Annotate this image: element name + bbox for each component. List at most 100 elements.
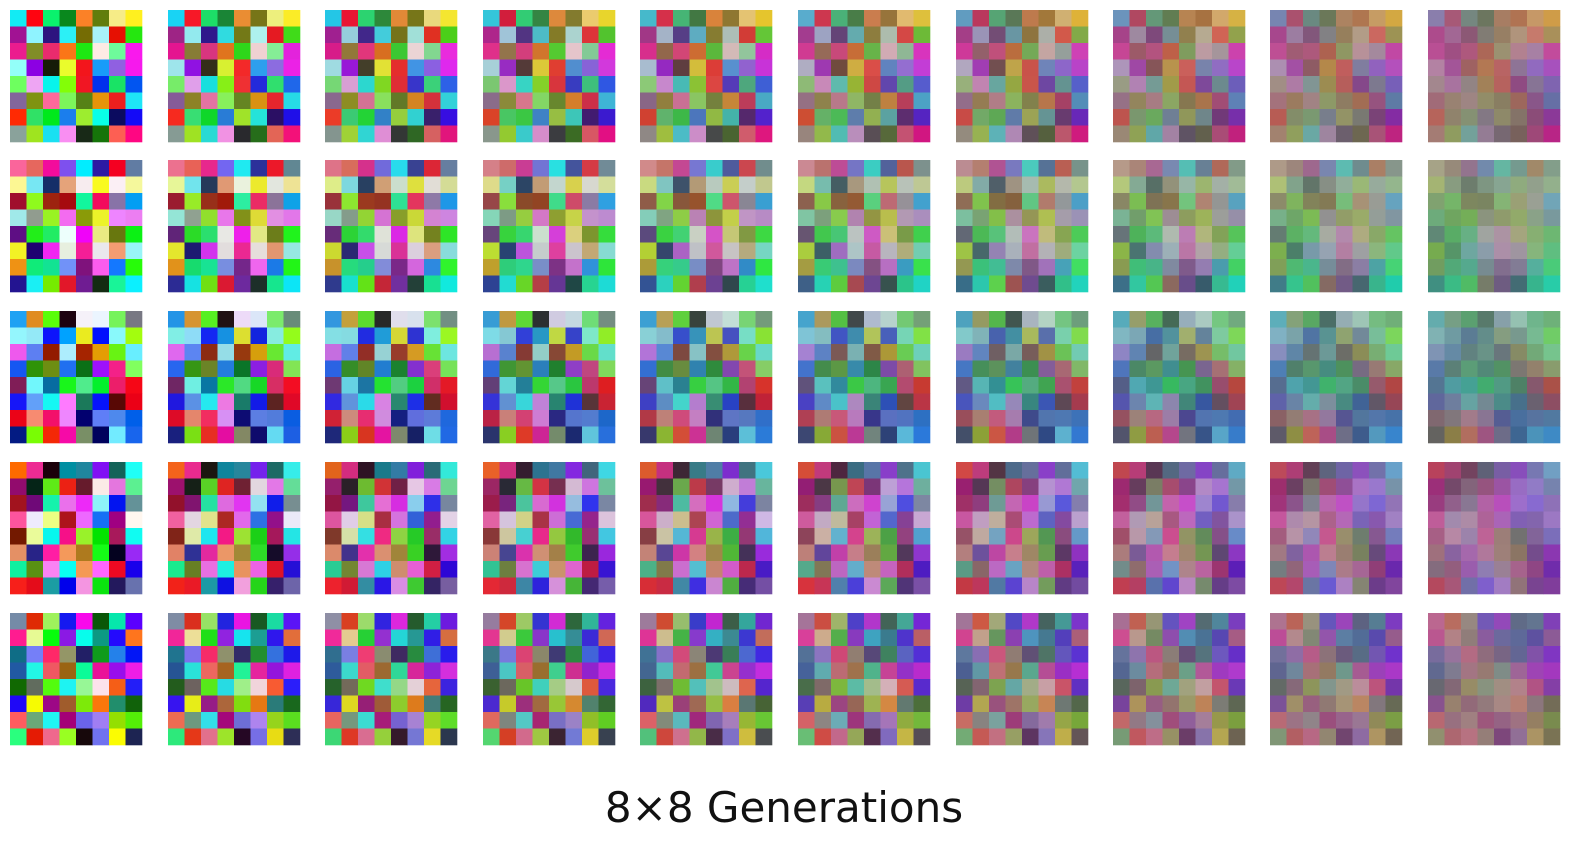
pixel <box>201 478 218 496</box>
pixel <box>1510 176 1528 194</box>
pixel <box>109 577 126 595</box>
pixel <box>1543 209 1561 227</box>
pixel <box>1228 226 1246 243</box>
pixel <box>483 462 500 479</box>
pixel <box>26 495 44 512</box>
pixel <box>582 646 599 663</box>
pixel <box>499 327 517 345</box>
pixel <box>43 377 60 394</box>
pixel <box>722 92 740 110</box>
pixel <box>1286 226 1304 243</box>
pixel <box>582 679 599 696</box>
pixel <box>814 377 832 394</box>
pixel <box>1303 544 1320 562</box>
pixel <box>864 679 881 696</box>
pixel <box>1527 511 1544 529</box>
pixel <box>814 311 832 328</box>
pixel <box>673 26 690 44</box>
pixel <box>913 577 931 595</box>
pixel <box>956 344 973 361</box>
pixel <box>640 125 657 143</box>
pixel <box>739 275 756 293</box>
pixel <box>582 462 599 479</box>
pixel <box>1319 125 1337 143</box>
pixel <box>1543 695 1561 713</box>
pixel <box>201 511 218 529</box>
pixel <box>250 259 268 276</box>
pixel <box>1146 259 1163 276</box>
pixel <box>565 193 583 210</box>
pixel <box>341 528 359 545</box>
pixel <box>516 426 533 444</box>
pixel <box>59 462 77 479</box>
pixel <box>989 125 1006 143</box>
pixel <box>598 193 616 210</box>
pixel <box>673 679 690 696</box>
pixel <box>1038 226 1056 243</box>
pixel <box>972 43 990 60</box>
pixel <box>814 495 832 512</box>
pixel <box>1022 646 1039 663</box>
pixel <box>1336 511 1353 529</box>
pixel <box>706 495 723 512</box>
pixel <box>358 646 375 663</box>
pixel <box>325 59 342 77</box>
pixel <box>125 426 143 444</box>
pixel <box>1228 410 1246 427</box>
pixel <box>598 259 616 276</box>
pixel <box>1071 426 1089 444</box>
pixel <box>565 728 583 746</box>
pixel <box>956 176 973 194</box>
pixel <box>1005 410 1023 427</box>
pixel <box>640 176 657 194</box>
pixel <box>532 92 550 110</box>
pixel <box>689 259 707 276</box>
pixel <box>722 511 740 529</box>
pixel <box>374 193 392 210</box>
pixel <box>1113 561 1130 578</box>
pixel <box>168 613 185 630</box>
pixel <box>168 26 185 44</box>
pixel <box>267 259 284 276</box>
pixel <box>1369 646 1386 663</box>
pixel <box>549 613 566 630</box>
pixel <box>1477 511 1495 529</box>
pixel <box>989 410 1006 427</box>
pixel <box>582 613 599 630</box>
pixel <box>109 377 126 394</box>
pixel <box>1146 377 1163 394</box>
pixel <box>897 259 914 276</box>
pixel <box>109 176 126 194</box>
pixel <box>1510 613 1528 630</box>
pixel <box>483 10 500 27</box>
pixel <box>1527 109 1544 126</box>
pixel <box>424 528 441 545</box>
pixel <box>913 511 931 529</box>
pixel <box>1477 160 1495 177</box>
pixel <box>831 242 848 260</box>
pixel <box>391 344 408 361</box>
pixel <box>1113 125 1130 143</box>
pixel <box>831 209 848 227</box>
pixel <box>499 577 517 595</box>
pixel <box>972 275 990 293</box>
pixel <box>283 92 301 110</box>
pixel <box>1543 275 1561 293</box>
pixel <box>972 76 990 93</box>
pixel <box>1129 544 1147 562</box>
pixel <box>1146 662 1163 680</box>
pixel <box>184 259 202 276</box>
pixel <box>1336 327 1353 345</box>
pixel <box>532 109 550 126</box>
pixel <box>407 259 425 276</box>
pixel <box>59 193 77 210</box>
pixel <box>374 561 392 578</box>
pixel <box>1494 193 1511 210</box>
pixel <box>1510 311 1528 328</box>
pixel <box>1494 76 1511 93</box>
pixel <box>1146 728 1163 746</box>
pixel <box>532 76 550 93</box>
pixel <box>739 646 756 663</box>
pixel <box>1494 311 1511 328</box>
pixel <box>499 242 517 260</box>
